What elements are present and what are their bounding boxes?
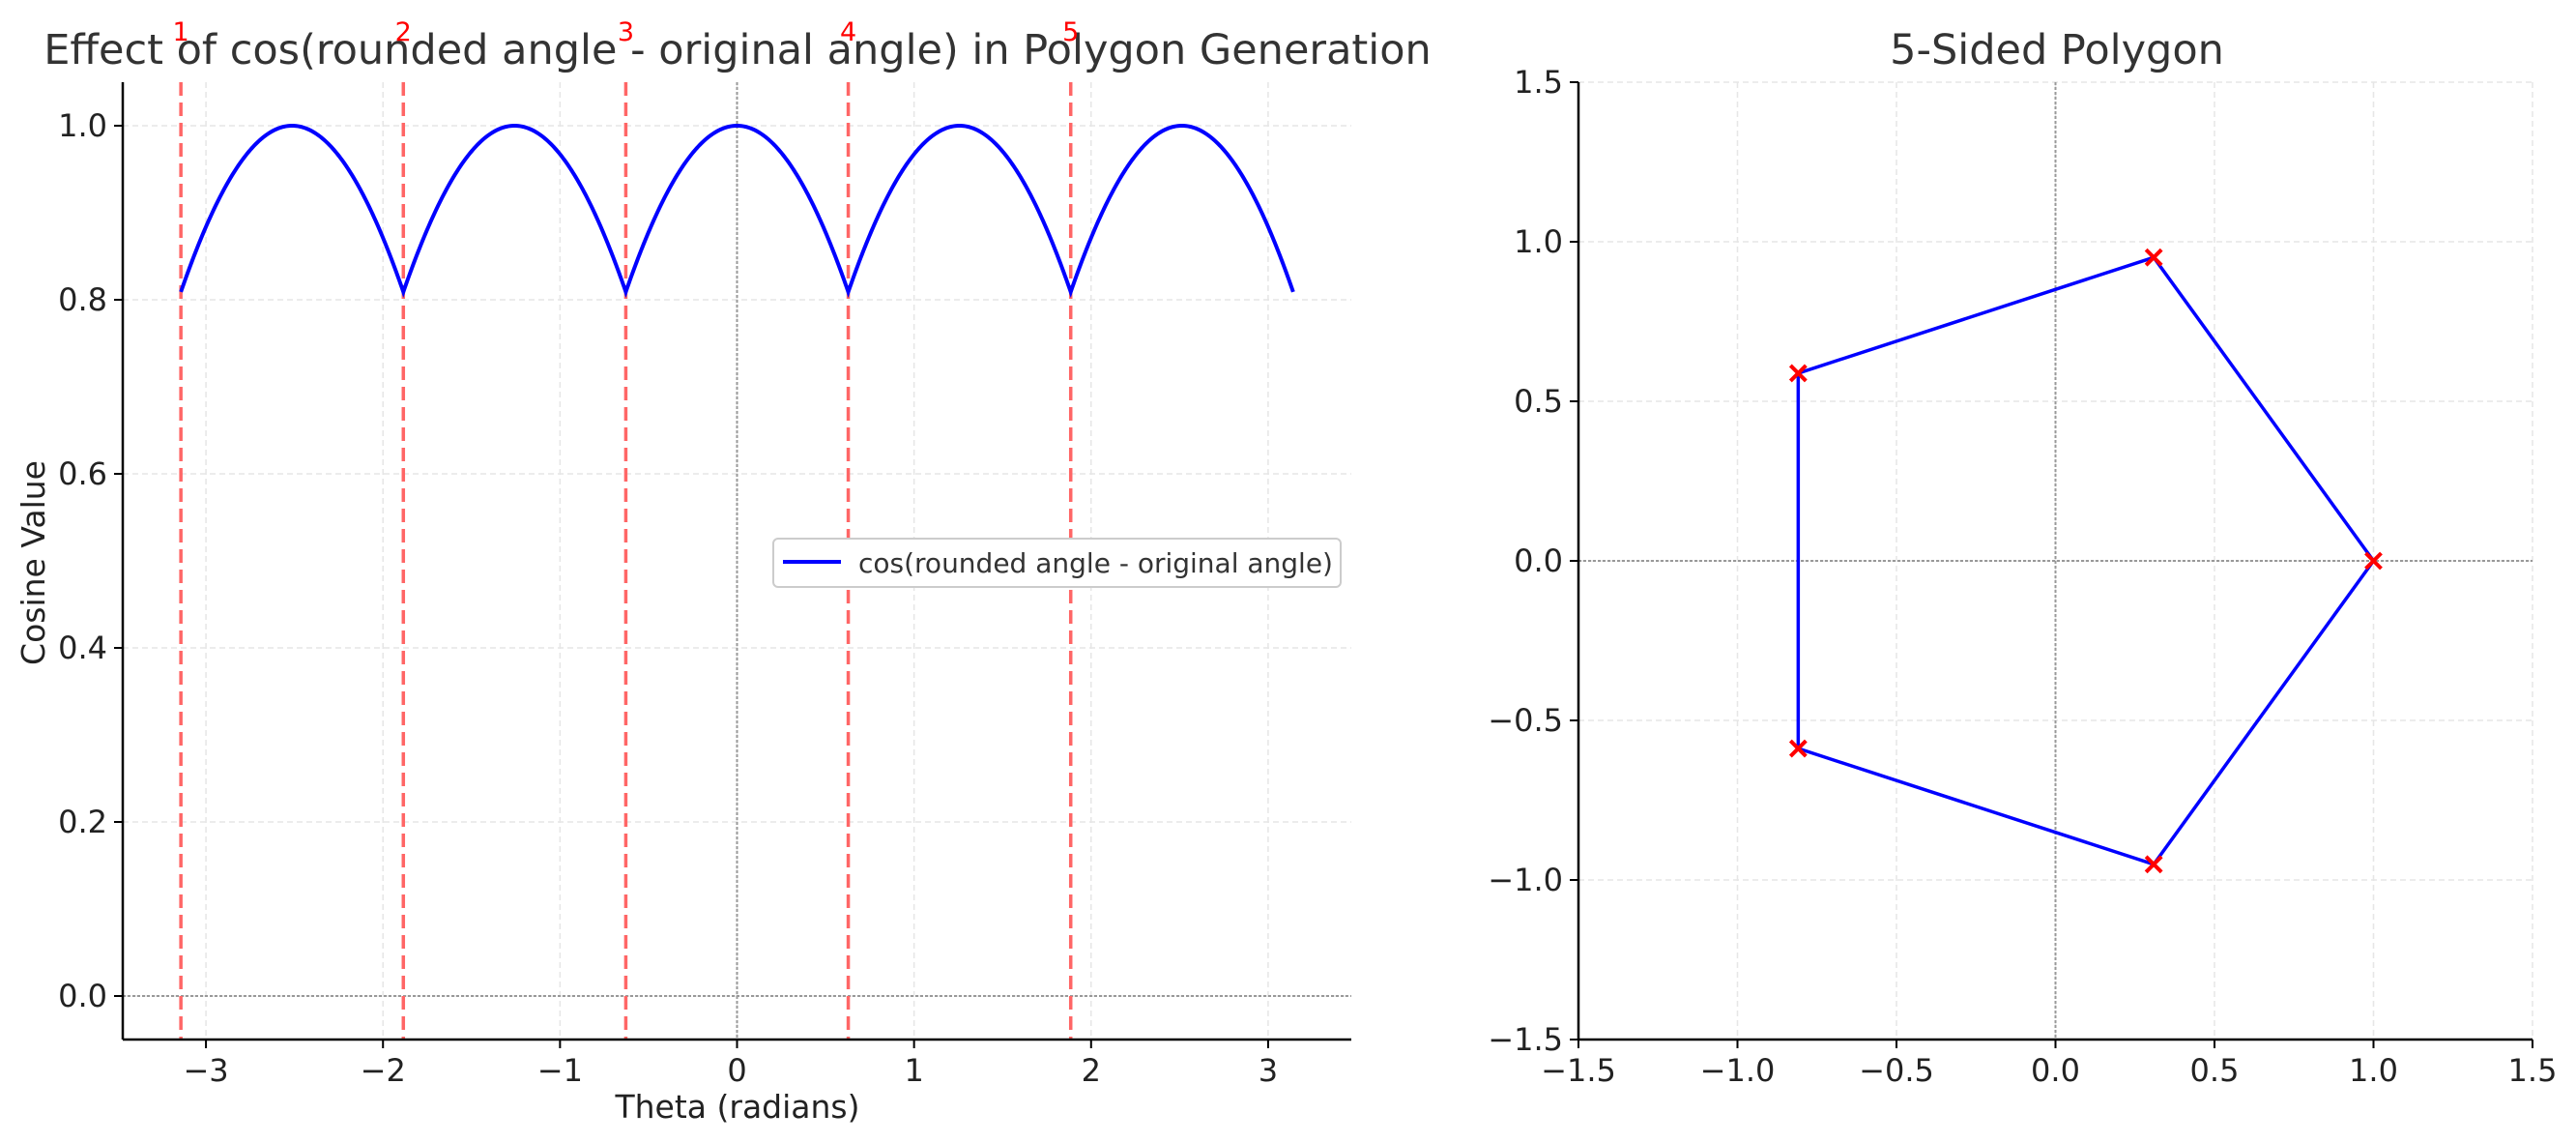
y-tick-label: −1.5 — [1488, 1021, 1563, 1058]
cosine-chart-reference-lines — [123, 82, 1351, 1040]
legend-box — [772, 538, 1342, 588]
y-tick-label: −0.5 — [1488, 702, 1563, 739]
y-tick-label: 1.0 — [1514, 223, 1563, 260]
cosine-chart-y-axis-label: Cosine Value — [14, 460, 52, 665]
polygon-chart-series — [1788, 248, 2383, 874]
x-tick-label: 2 — [1082, 1052, 1101, 1089]
polygon-vertex-marker — [2144, 855, 2163, 874]
cosine-chart-x-axis-label: Theta (radians) — [614, 1088, 859, 1126]
vertical-marker-label: 2 — [395, 17, 412, 47]
cosine-chart-y-ticks: 0.0 0.2 0.4 0.6 0.8 1.0 — [58, 107, 123, 1014]
vertical-marker-label: 1 — [173, 17, 189, 47]
polygon-chart: 5-Sided Polygon −1.5 −1.0 −0.5 0.0 0.5 1.0 1.5… — [1488, 26, 2557, 1089]
vertex-marker-stroke — [2364, 551, 2383, 571]
polygon-vertex-marker — [1788, 364, 1808, 383]
vertical-marker-label: 5 — [1062, 17, 1079, 47]
vertical-marker-label: 3 — [618, 17, 634, 47]
cosine-chart: Effect of cos(rounded angle - original a… — [14, 17, 1432, 1126]
y-tick-label: 1.5 — [1514, 64, 1563, 101]
x-tick-label: −1.0 — [1700, 1052, 1776, 1089]
x-tick-label: −2 — [361, 1052, 406, 1089]
x-tick-label: −3 — [183, 1052, 228, 1089]
x-tick-label: 3 — [1259, 1052, 1278, 1089]
vertex-marker-stroke — [2144, 248, 2163, 267]
x-tick-label: 1.5 — [2508, 1052, 2558, 1089]
vertex-marker-stroke — [1788, 739, 1808, 758]
x-tick-label: −1.5 — [1541, 1052, 1616, 1089]
vertex-marker-stroke — [1788, 364, 1808, 383]
y-tick-label: 0.2 — [58, 804, 107, 840]
polygon-chart-title: 5-Sided Polygon — [1890, 26, 2224, 74]
x-tick-label: 1.0 — [2349, 1052, 2398, 1089]
x-tick-label: 0.5 — [2190, 1052, 2240, 1089]
cosine-chart-series — [179, 123, 1295, 298]
y-tick-label: 0.0 — [58, 978, 107, 1014]
cosine-chart-title: Effect of cos(rounded angle - original a… — [43, 26, 1432, 74]
x-tick-label: −1 — [537, 1052, 583, 1089]
polygon-chart-x-ticks: −1.5 −1.0 −0.5 0.0 0.5 1.0 1.5 — [1541, 1040, 2557, 1089]
cosine-series-line — [179, 123, 1295, 298]
vertical-marker-label: 4 — [840, 17, 856, 47]
cosine-chart-legend: cos(rounded angle - original angle) — [772, 538, 1342, 588]
x-tick-label: 1 — [904, 1052, 923, 1089]
x-tick-label: 0.0 — [2031, 1052, 2080, 1089]
polygon-outline-line — [1796, 255, 2375, 866]
x-tick-label: 0 — [727, 1052, 746, 1089]
y-tick-label: 0.8 — [58, 281, 107, 318]
y-tick-label: 0.4 — [58, 630, 107, 666]
polygon-vertex-marker — [2144, 248, 2163, 267]
y-tick-label: 0.6 — [58, 455, 107, 492]
y-tick-label: 0.0 — [1514, 542, 1563, 579]
cosine-chart-x-ticks: −3 −2 −1 0 1 2 3 — [183, 1040, 1278, 1089]
y-tick-label: 0.5 — [1514, 383, 1563, 420]
x-tick-label: −0.5 — [1859, 1052, 1934, 1089]
cosine-chart-vertical-markers: 1 2 3 4 5 — [173, 17, 1079, 1040]
polygon-vertex-marker — [2364, 551, 2383, 571]
legend-entry-label: cos(rounded angle - original angle) — [858, 547, 1333, 579]
y-tick-label: 1.0 — [58, 107, 107, 144]
polygon-chart-y-ticks: −1.5 −1.0 −0.5 0.0 0.5 1.0 1.5 — [1488, 64, 1578, 1058]
y-tick-label: −1.0 — [1488, 862, 1563, 898]
polygon-vertex-marker — [1788, 739, 1808, 758]
polygon-chart-reference-lines — [1578, 82, 2533, 1040]
vertex-marker-stroke — [2144, 855, 2163, 874]
